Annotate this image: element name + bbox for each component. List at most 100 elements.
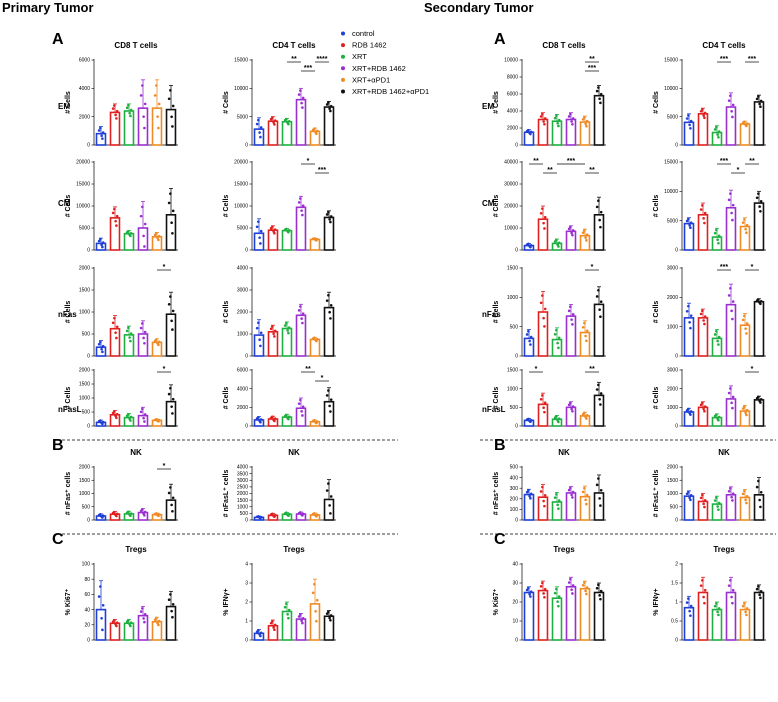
y-tick-label: 15000: [664, 160, 678, 166]
bar-5: [323, 498, 335, 521]
significance-label: **: [749, 158, 755, 165]
significance-label: ***: [748, 56, 756, 63]
data-point: [141, 607, 144, 610]
data-point: [327, 610, 330, 613]
data-point: [259, 229, 263, 233]
data-point: [155, 417, 158, 421]
y-tick-label: 20: [84, 623, 90, 629]
data-point: [583, 486, 586, 490]
data-point: [569, 225, 572, 229]
data-point: [689, 326, 692, 330]
panel-title: Tregs: [553, 545, 575, 554]
data-point: [584, 498, 587, 502]
data-point: [689, 119, 693, 123]
bar-5: [165, 400, 177, 427]
y-tick-label: 0: [87, 638, 90, 644]
data-point: [115, 117, 118, 120]
data-point: [703, 588, 707, 592]
data-point: [97, 129, 101, 132]
y-tick-label: 3000: [237, 288, 248, 294]
data-point: [599, 315, 602, 318]
data-point: [703, 498, 707, 502]
data-point: [101, 603, 105, 607]
bar-2: [123, 232, 135, 251]
y-tick-label: 1000: [507, 295, 518, 301]
y-tick-label: 15000: [664, 58, 678, 64]
data-point: [557, 346, 560, 350]
y-axis-label: % IFNγ+: [653, 588, 660, 615]
data-point: [273, 419, 276, 423]
data-point: [155, 512, 158, 515]
y-tick-label: 1000: [667, 405, 678, 411]
data-point: [702, 319, 705, 322]
y-tick-label: 200: [510, 497, 519, 503]
data-point: [571, 229, 575, 232]
data-point: [115, 621, 119, 625]
y-axis-label: % IFNγ+: [223, 588, 230, 615]
data-point: [100, 347, 103, 351]
data-point: [115, 109, 119, 113]
y-tick-label: 10000: [504, 226, 518, 232]
data-point: [581, 231, 585, 235]
data-point: [167, 97, 171, 101]
data-point: [101, 344, 105, 348]
y-axis-label: # Cells: [223, 301, 230, 324]
y-tick-label: 2000: [79, 465, 90, 471]
data-point: [553, 116, 557, 120]
data-point: [556, 600, 559, 603]
data-point: [567, 309, 571, 313]
data-point: [329, 512, 332, 515]
row-label-em-secondary: EM: [482, 102, 494, 111]
data-point: [527, 586, 530, 590]
data-point: [557, 124, 560, 128]
y-tick-label: 0: [245, 143, 248, 149]
bar-4: [309, 338, 321, 357]
data-point: [167, 201, 171, 205]
significance-label: **: [305, 366, 311, 373]
data-point: [115, 224, 118, 227]
data-point: [571, 323, 574, 326]
data-point: [129, 114, 132, 118]
y-tick-label: 0: [515, 354, 518, 360]
data-point: [543, 307, 547, 311]
data-point: [569, 112, 572, 116]
data-point: [153, 94, 157, 97]
data-point: [703, 211, 707, 215]
bar-2: [551, 120, 563, 146]
data-point: [599, 101, 602, 105]
data-point: [585, 329, 589, 333]
data-point: [115, 512, 119, 516]
bar-1: [697, 591, 709, 641]
data-point: [716, 610, 719, 614]
data-point: [259, 344, 262, 348]
data-point: [543, 227, 546, 230]
data-point: [255, 225, 259, 229]
panel-secondary-22: Tregs % Ki67⁺ 0 10 20 30 40: [493, 545, 606, 644]
data-point: [328, 310, 331, 314]
data-point: [142, 416, 145, 420]
data-point: [755, 587, 759, 591]
bar-5: [323, 306, 335, 357]
data-point: [171, 496, 175, 500]
data-point: [556, 121, 559, 125]
y-tick-label: 20000: [76, 160, 90, 166]
data-point: [170, 115, 173, 119]
data-point: [167, 598, 171, 602]
bar-0: [95, 608, 107, 641]
data-point: [569, 577, 572, 581]
data-point: [155, 338, 158, 341]
data-point: [128, 111, 131, 115]
legend-marker-4: [341, 77, 345, 82]
y-tick-label: 500: [670, 504, 679, 510]
y-axis-label: # Cells: [653, 387, 660, 410]
significance-label: **: [291, 56, 297, 63]
data-point: [743, 489, 746, 493]
bar-5: [323, 216, 335, 251]
data-point: [171, 209, 175, 213]
data-point: [597, 86, 600, 89]
data-point: [143, 341, 146, 345]
data-point: [598, 308, 601, 311]
data-point: [129, 419, 132, 422]
data-point: [597, 288, 600, 292]
